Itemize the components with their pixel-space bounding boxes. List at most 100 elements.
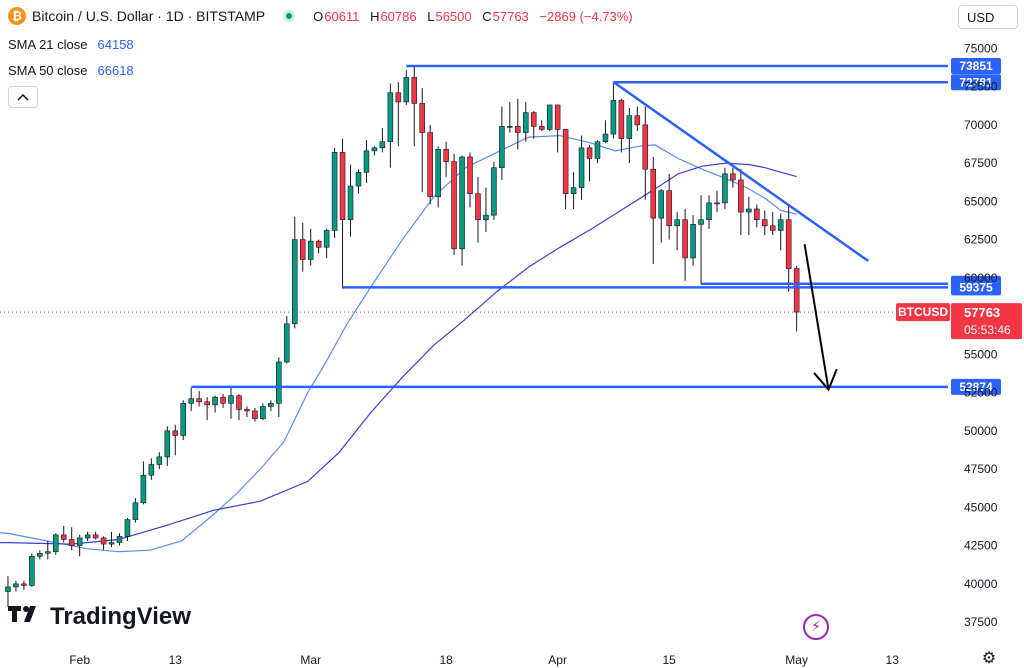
lightning-icon[interactable]: ⚡ <box>803 614 829 640</box>
candle <box>730 167 736 188</box>
candle-body <box>29 556 35 586</box>
y-tick-label: 72500 <box>964 80 998 94</box>
candle-body <box>650 168 657 219</box>
candle <box>467 152 473 208</box>
candle <box>793 265 800 332</box>
candle-body <box>634 115 641 126</box>
candle-body <box>674 219 680 227</box>
candle-body <box>331 152 338 231</box>
candle <box>13 580 19 592</box>
x-tick-label: Feb <box>69 653 90 667</box>
candle <box>68 527 75 551</box>
sma21-legend[interactable]: SMA 21 close 64158 <box>8 37 134 52</box>
candle-body <box>666 190 672 227</box>
candle <box>315 239 322 254</box>
x-tick-label: 13 <box>169 653 183 667</box>
candle-body <box>276 361 282 404</box>
sma50-legend[interactable]: SMA 50 close 66618 <box>8 63 134 78</box>
candle <box>52 533 59 555</box>
candle-body <box>769 225 776 231</box>
candle-body <box>100 537 107 545</box>
high-value: 60786 <box>380 8 417 24</box>
candle <box>674 212 680 251</box>
candle <box>451 153 457 255</box>
candle-body <box>21 583 27 586</box>
tradingview-logo: TradingView <box>8 603 191 631</box>
candle <box>347 164 354 237</box>
candle <box>371 146 378 156</box>
candle <box>21 580 27 590</box>
candle-body <box>188 398 194 404</box>
candle-body <box>451 161 457 250</box>
candle <box>666 173 672 240</box>
candle-body <box>530 112 537 127</box>
candle-body <box>690 224 696 259</box>
collapse-legend-button[interactable] <box>8 86 38 108</box>
candle-body <box>777 219 784 231</box>
symbol-title[interactable]: Bitcoin / U.S. Dollar · 1D · BITSTAMP <box>32 8 266 24</box>
candle-body <box>515 126 521 133</box>
candle <box>228 386 234 419</box>
x-tick-label: Apr <box>548 653 567 667</box>
y-tick-label: 37500 <box>964 615 998 629</box>
candle <box>785 205 792 292</box>
candle-body <box>236 395 242 410</box>
candle-body <box>586 147 593 159</box>
candle <box>45 541 51 560</box>
candle-body <box>785 219 792 269</box>
candle-body <box>164 430 171 458</box>
candle <box>762 210 768 236</box>
candle-body <box>618 100 625 139</box>
candle <box>395 82 402 147</box>
candle <box>252 407 258 422</box>
candle-body <box>602 133 609 142</box>
candle <box>244 406 250 418</box>
y-tick-label: 45000 <box>964 500 998 514</box>
bitcoin-logo-icon: ₿ <box>8 7 26 25</box>
candle <box>379 127 386 153</box>
candle <box>777 213 784 251</box>
candle-body <box>180 403 186 436</box>
candle-body <box>196 398 202 403</box>
candle <box>538 120 545 131</box>
ohlc-readout: O60611 H60786 L56500 C57763 −2869 (−4.73… <box>313 9 640 24</box>
candle <box>124 518 131 542</box>
candle <box>507 101 513 133</box>
x-tick-label: Mar <box>300 653 321 667</box>
candle-body <box>355 171 362 187</box>
candle-body <box>706 202 712 221</box>
candle <box>212 395 218 413</box>
candle-body <box>172 430 179 436</box>
tradingview-mark-icon <box>8 604 42 630</box>
candle <box>220 394 226 408</box>
candle <box>602 120 609 144</box>
candle <box>578 135 585 200</box>
candle-body <box>148 464 155 476</box>
candle <box>60 525 67 543</box>
y-tick-label: 50000 <box>964 424 998 438</box>
currency-selector[interactable]: USD <box>958 5 1018 29</box>
candle <box>268 400 274 411</box>
candle-body <box>395 92 402 103</box>
candle-body <box>260 406 266 419</box>
candle-body <box>610 100 617 135</box>
candle <box>196 391 202 407</box>
candle <box>148 458 155 480</box>
x-tick-label: 15 <box>662 653 676 667</box>
candle-body <box>730 173 736 181</box>
candle <box>626 108 633 164</box>
sma21-line <box>0 134 797 553</box>
candle-body <box>5 586 11 592</box>
candle-body <box>467 156 473 195</box>
candle <box>642 106 649 200</box>
gear-icon[interactable]: ⚙ <box>981 647 997 667</box>
candle-body <box>538 126 545 130</box>
candle <box>204 397 210 421</box>
candle <box>769 212 776 236</box>
candle <box>746 196 752 236</box>
candle <box>92 531 99 540</box>
candle <box>690 215 696 266</box>
candle <box>546 104 553 131</box>
candle-body <box>746 208 752 213</box>
